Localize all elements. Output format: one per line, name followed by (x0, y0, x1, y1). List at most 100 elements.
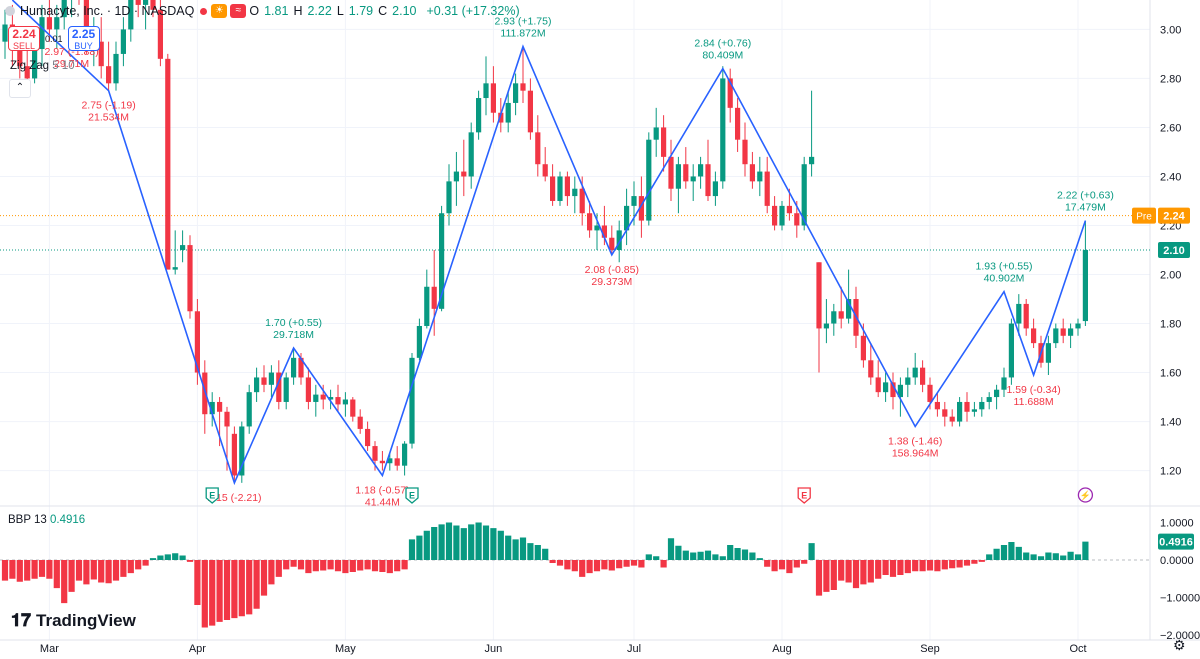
bbp-bar (690, 552, 697, 560)
candle-body (268, 372, 274, 385)
candle-body (609, 237, 615, 250)
bbp-legend[interactable]: BBP 13 0.4916 (8, 514, 85, 526)
bbp-bar (357, 560, 364, 571)
candle-body (283, 377, 289, 402)
earnings-badge (797, 487, 811, 504)
candle-body (461, 171, 467, 177)
candle-body (2, 24, 8, 42)
bbp-bar (823, 560, 830, 592)
candle (846, 269, 852, 324)
candle-body (964, 401, 970, 412)
bbp-value: 0.4916 (50, 514, 86, 526)
bbp-bar (549, 560, 556, 563)
candle-body (527, 90, 533, 133)
candle (1060, 318, 1066, 344)
candle-body (1008, 323, 1014, 378)
bbp-value-tag-bg (1158, 533, 1194, 550)
candle-body (143, 0, 149, 5)
x-tick-label: Jul (627, 643, 641, 655)
candle-body (786, 205, 792, 214)
bbp-bar (1037, 556, 1045, 560)
candle-body (394, 458, 400, 466)
candle (320, 384, 326, 410)
candle-body (231, 433, 237, 476)
bbp-bar (749, 552, 756, 560)
candle (520, 46, 526, 103)
bbp-bar (675, 545, 682, 560)
ohlc-value: 1.79 (348, 4, 374, 18)
bbp-bar (98, 560, 105, 583)
candle-body (846, 299, 852, 319)
candle (180, 230, 186, 263)
x-tick-label: Apr (189, 643, 206, 655)
candle (934, 392, 940, 417)
bbp-bar (764, 560, 771, 567)
bbp-bar (571, 560, 578, 572)
bbp-bar (490, 528, 497, 560)
candle-body (1082, 250, 1088, 322)
candle-body (246, 392, 252, 427)
bbp-bar (238, 560, 245, 617)
y-tick-label: 1.60 (1160, 368, 1181, 380)
candle (912, 352, 918, 385)
candle-body (587, 213, 593, 231)
bbp-bar (956, 560, 963, 568)
bbp-bar (630, 560, 638, 566)
candle-body (809, 156, 815, 165)
candle (838, 286, 844, 329)
symbol-title[interactable]: Humacyte, Inc. · 1D · NASDAQ (20, 4, 195, 18)
candle (920, 360, 926, 393)
buy-button[interactable]: 2.25 BUY (67, 26, 100, 51)
candle (698, 156, 704, 189)
candle (942, 401, 948, 427)
bbp-bar (897, 560, 904, 575)
candle (1001, 367, 1007, 398)
candle (402, 441, 408, 476)
zigzag-legend[interactable]: Zig Zag 5 10 (10, 60, 75, 72)
bbp-bar (949, 560, 956, 569)
candle (157, 0, 163, 67)
candle (564, 171, 570, 206)
earnings-icon: E (405, 487, 419, 504)
sell-button[interactable]: 2.24 SELL (8, 26, 40, 51)
candle (1008, 318, 1014, 385)
candle (683, 147, 689, 189)
candle-body (424, 286, 430, 326)
bbp-bar (334, 560, 342, 572)
bbp-bar (253, 560, 260, 609)
zigzag-pivot-label: 2.75 (-1.19) (81, 100, 135, 112)
bbp-bar (889, 560, 897, 577)
candle-body (320, 394, 326, 400)
candle (823, 299, 829, 344)
candle-body (342, 399, 348, 405)
spread-value: 0.01 (45, 33, 63, 44)
collapse-legend-chevron-icon[interactable]: ⌃ (9, 79, 31, 98)
event-symbol: ⚡ (1080, 490, 1091, 502)
trade-buttons: 2.24 SELL 0.01 2.25 BUY (8, 26, 100, 51)
tradingview-logo[interactable]: 𝟏𝟕 TradingView (11, 610, 136, 631)
candle-body (668, 156, 674, 189)
bbp-bar (860, 560, 867, 585)
bbp-bar (1000, 545, 1008, 560)
candle (143, 0, 149, 30)
candle (957, 397, 963, 427)
candle-body (624, 205, 630, 231)
candle (875, 360, 881, 398)
bbp-bar (1074, 554, 1082, 560)
candle-body (883, 382, 889, 393)
ohlc-item: O 1.81 (249, 4, 288, 18)
bbp-bar (505, 535, 512, 560)
bbp-bar (16, 560, 23, 582)
candle-body (135, 0, 141, 5)
gear-icon[interactable]: ⚙ (1173, 637, 1186, 653)
bbp-bar (460, 528, 467, 560)
y-tick-label: 2.60 (1160, 122, 1181, 134)
candle (890, 372, 896, 410)
candle-body (261, 377, 267, 385)
candle-body (1001, 377, 1007, 390)
bbp-bar (342, 560, 349, 574)
candle-body (698, 164, 704, 177)
bbp-bar (741, 549, 749, 560)
y-tick-label: 2.00 (1160, 270, 1181, 282)
